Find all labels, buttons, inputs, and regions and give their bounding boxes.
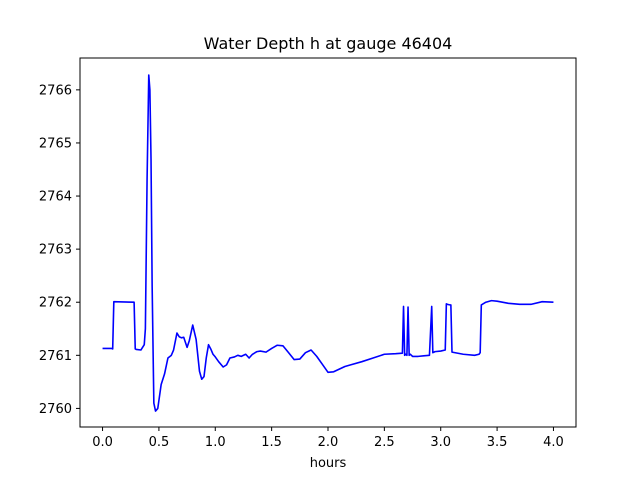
x-axis-label: hours [310, 456, 347, 471]
x-tick-label: 3.0 [430, 435, 451, 450]
x-tick-label: 2.5 [374, 435, 395, 450]
y-tick-label: 2763 [39, 243, 72, 258]
plot-area: 0.0 0.5 1.0 1.5 2.0 2.5 3.0 3.5 4.0 2760 2761 2762 2… [39, 57, 577, 450]
x-tick-label: 4.0 [543, 435, 564, 450]
x-tick-label: 1.5 [261, 435, 282, 450]
x-tick-label: 3.5 [487, 435, 508, 450]
chart-title: Water Depth h at gauge 46404 [204, 34, 453, 53]
y-tick-label: 2761 [39, 349, 72, 364]
x-tick-label: 0.5 [149, 435, 170, 450]
y-tick-label: 2764 [39, 190, 72, 205]
x-tick-label: 1.0 [205, 435, 226, 450]
y-tick-label: 2762 [39, 296, 72, 311]
x-tick-label: 0.0 [92, 435, 113, 450]
x-tick-label: 2.0 [318, 435, 339, 450]
series-line-0 [102, 74, 554, 412]
y-tick-label: 2765 [39, 136, 72, 151]
y-tick-label: 2760 [39, 402, 72, 417]
y-tick-label: 2766 [39, 83, 72, 98]
